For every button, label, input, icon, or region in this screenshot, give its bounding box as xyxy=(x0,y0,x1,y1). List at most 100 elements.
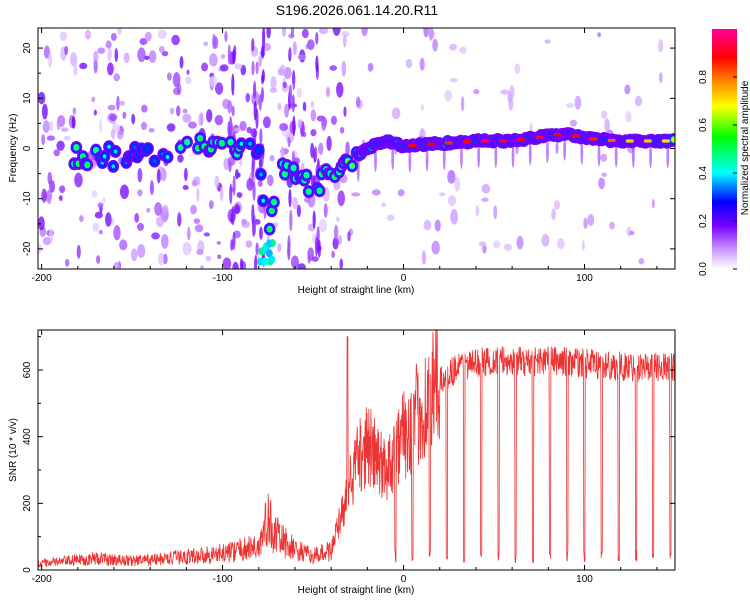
noise-blob xyxy=(343,106,347,117)
ridge-drop-streak xyxy=(528,141,532,166)
ridge-peak xyxy=(462,139,471,144)
noise-blob xyxy=(459,46,467,54)
ridge-mark xyxy=(85,162,90,167)
ridge-drop-streak xyxy=(477,144,481,169)
noise-blob xyxy=(270,76,277,90)
noise-blob xyxy=(246,178,254,191)
ridge-mark xyxy=(220,141,224,146)
noise-blob xyxy=(137,189,143,197)
noise-blob xyxy=(262,116,271,129)
noise-blob xyxy=(222,257,232,269)
noise-blob xyxy=(405,58,413,69)
noise-streak xyxy=(227,44,231,65)
ridge-peak xyxy=(607,138,616,142)
noise-blob xyxy=(176,105,181,117)
noise-blob xyxy=(47,171,53,185)
ridge-mark xyxy=(239,141,244,146)
noise-streak xyxy=(232,48,236,65)
noise-blob xyxy=(97,47,106,54)
noise-blob xyxy=(214,82,224,95)
noise-blob xyxy=(332,237,339,250)
noise-blob xyxy=(297,119,303,129)
noise-blob xyxy=(337,190,346,207)
noise-blob xyxy=(307,255,311,264)
noise-streak xyxy=(230,239,234,251)
noise-blob xyxy=(99,119,103,133)
noise-blob xyxy=(196,187,200,203)
colorbar: 0.0 0.2 0.4 0.6 0.8 Normalized spectral ampl… xyxy=(698,29,750,276)
ridge-mark xyxy=(198,136,202,141)
ridge-mark xyxy=(317,188,322,193)
noise-blob xyxy=(41,103,48,120)
colorbar-label: Normalized spectral amplitude xyxy=(740,80,750,215)
noise-blob xyxy=(475,204,480,217)
ridge-drop-streak xyxy=(597,142,601,167)
low-freq-blob xyxy=(268,255,276,264)
noise-streak xyxy=(315,32,319,45)
noise-blob xyxy=(292,41,297,56)
noise-blob xyxy=(182,108,188,114)
noise-blob xyxy=(92,222,100,232)
noise-blob xyxy=(266,28,271,39)
noise-blob xyxy=(609,221,616,230)
noise-blob xyxy=(343,34,347,48)
ridge-mark xyxy=(185,140,189,145)
noise-blob xyxy=(341,60,347,77)
noise-blob xyxy=(239,120,247,132)
ridge-mark xyxy=(291,165,296,170)
noise-blob xyxy=(203,41,209,47)
noise-blob xyxy=(423,219,432,231)
noise-streak xyxy=(290,28,295,38)
noise-blob xyxy=(157,29,167,39)
ridge-drop-streak xyxy=(666,144,670,169)
noise-blob xyxy=(282,81,287,89)
noise-blob xyxy=(84,29,91,40)
noise-blob xyxy=(137,47,146,63)
noise-blob xyxy=(330,115,338,126)
noise-blob xyxy=(110,217,115,226)
noise-blob xyxy=(259,226,263,240)
noise-streak xyxy=(292,69,296,91)
noise-blob xyxy=(93,109,97,116)
noise-blob xyxy=(301,28,309,39)
noise-blob xyxy=(574,95,582,110)
noise-streak xyxy=(290,95,294,109)
noise-blob xyxy=(236,192,243,198)
noise-streak xyxy=(287,234,291,252)
noise-blob xyxy=(303,132,307,137)
noise-blob xyxy=(331,250,336,259)
noise-streak xyxy=(253,100,257,121)
noise-blob xyxy=(431,240,440,255)
noise-blob xyxy=(200,265,205,269)
noise-blob xyxy=(269,154,275,162)
noise-blob xyxy=(454,176,461,192)
noise-blob xyxy=(598,177,606,190)
spectrogram-y-tick-label: -20 xyxy=(22,241,33,256)
noise-blob xyxy=(131,113,136,125)
ridge-mark xyxy=(272,200,276,205)
noise-streak xyxy=(315,55,319,72)
noise-blob xyxy=(224,31,228,42)
noise-blob xyxy=(137,244,146,258)
noise-blob xyxy=(206,109,213,123)
colorbar-tick-label: 0.8 xyxy=(698,70,709,84)
ridge-drop-streak xyxy=(546,139,549,164)
noise-blob xyxy=(71,115,76,129)
noise-blob xyxy=(481,183,491,194)
noise-blob xyxy=(182,185,189,190)
ridge-peak xyxy=(444,141,453,145)
noise-streak xyxy=(260,45,265,59)
noise-streak xyxy=(254,254,258,269)
noise-blob xyxy=(541,233,550,247)
noise-streak xyxy=(229,183,233,205)
noise-blob xyxy=(444,89,453,102)
noise-blob xyxy=(381,202,386,207)
noise-blob xyxy=(119,100,125,106)
noise-streak xyxy=(260,87,265,103)
ridge-drop-streak xyxy=(442,146,446,171)
noise-blob xyxy=(292,196,299,210)
noise-blob xyxy=(93,58,98,74)
noise-blob xyxy=(258,55,262,68)
noise-blob xyxy=(196,249,204,256)
noise-blob xyxy=(434,219,441,232)
